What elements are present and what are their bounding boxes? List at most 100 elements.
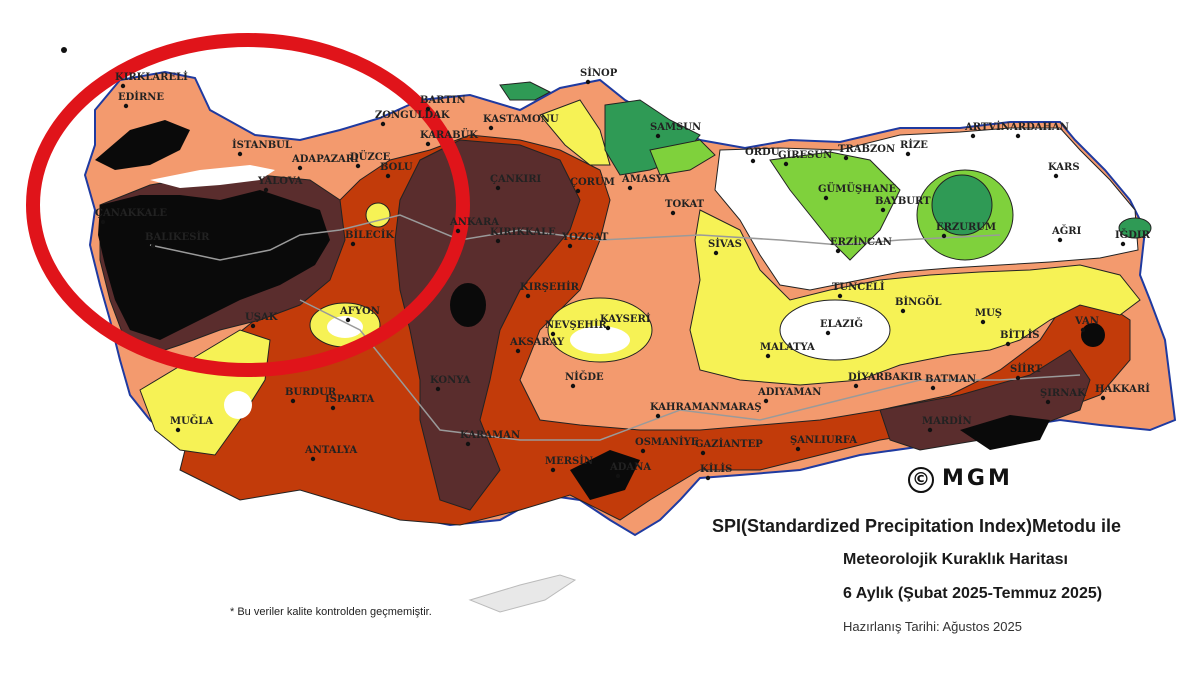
moist-zone-north [769, 151, 901, 261]
city-dot [290, 398, 296, 404]
mgm-logo: © MGM [908, 466, 1013, 493]
city-label: BİLECİK [345, 228, 394, 241]
city-dot [970, 133, 976, 139]
city-label: GİRESUN [778, 148, 832, 161]
city-label: BİNGÖL [895, 295, 942, 308]
city-dot [488, 125, 494, 131]
city-dot [263, 187, 269, 193]
city-dot [350, 241, 356, 247]
city-dot [550, 467, 556, 473]
normal-zone-west [224, 391, 252, 419]
city-label: ADAPAZARI [291, 154, 359, 165]
city-label: ERZURUM [936, 222, 996, 233]
extreme-drought-van [1081, 323, 1105, 347]
city-label: ARTVİN [964, 120, 1010, 133]
city-dot [627, 185, 633, 191]
city-label: AĞRI [1051, 225, 1082, 237]
normal-zone-kayseri [570, 326, 630, 354]
city-label: GAZİANTEP [695, 437, 763, 450]
city-label: ADIYAMAN [757, 387, 821, 398]
city-label: TRABZON [838, 144, 895, 155]
city-dot [930, 385, 936, 391]
city-dot [765, 353, 771, 359]
city-label: BOLU [380, 162, 413, 173]
city-label: DÜZCE [350, 150, 391, 163]
city-label: SİNOP [580, 66, 618, 79]
city-dot [705, 475, 711, 481]
very-moist-sinop [499, 81, 552, 101]
city-dot [700, 450, 706, 456]
city-dot [823, 195, 829, 201]
yellow-zone-north [539, 99, 611, 166]
city-dot [1015, 133, 1021, 139]
city-dot [515, 348, 521, 354]
city-label: MUŞ [975, 308, 1002, 319]
extreme-drought-south [570, 450, 640, 500]
copyright-icon: © [908, 467, 934, 493]
city-dot [1057, 237, 1063, 243]
city-dot [615, 473, 621, 479]
city-label: VAN [1074, 316, 1099, 327]
city-label: ARDAHAN [1009, 122, 1069, 133]
extreme-drought-thrace [95, 120, 190, 170]
city-dot [380, 121, 386, 127]
city-label: KASTAMONU [483, 114, 559, 125]
city-dot [345, 317, 351, 323]
city-dot [900, 308, 906, 314]
city-label: MARDİN [922, 414, 972, 427]
city-dot [750, 158, 756, 164]
city-label: YALOVA [257, 176, 303, 187]
city-label: BURDUR [285, 387, 337, 398]
city-label: ÇANKIRI [490, 174, 542, 185]
very-moist-erzurum [931, 174, 993, 236]
city-dot [825, 330, 831, 336]
city-dot [763, 398, 769, 404]
city-dot [905, 151, 911, 157]
city-label: HAKKARİ [1095, 382, 1150, 395]
city-label: ISPARTA [325, 394, 374, 405]
normal-zone-afyon [327, 316, 363, 338]
city-dot [713, 250, 719, 256]
city-dot [495, 238, 501, 244]
city-label: IĞDIR [1115, 229, 1151, 241]
city-dot [941, 233, 947, 239]
city-label: BATMAN [925, 374, 976, 385]
city-label: KONYA [430, 375, 471, 386]
city-dot [783, 161, 789, 167]
city-dot [567, 243, 573, 249]
city-label: ANKARA [449, 217, 499, 228]
map-title-line2: Meteorolojik Kuraklık Haritası [843, 551, 1068, 568]
city-label: TUNCELİ [832, 280, 885, 293]
extreme-drought-west [98, 190, 330, 340]
extreme-drought-southeast [960, 415, 1050, 450]
city-dot [980, 319, 986, 325]
city-label: BARTIN [420, 95, 466, 106]
map-title-line1: SPI(Standardized Precipitation Index)Met… [712, 516, 1122, 536]
city-dot [670, 210, 676, 216]
city-dot [880, 207, 886, 213]
city-label: ELAZIĞ [820, 318, 863, 330]
city-dot [1080, 327, 1086, 333]
city-label: RİZE [900, 138, 928, 151]
city-label: KAYSERİ [600, 312, 651, 325]
isolated-dot [61, 47, 67, 53]
city-dot [100, 219, 106, 225]
city-label: SİVAS [708, 237, 742, 250]
city-label: GÜMÜŞHANE [818, 182, 897, 195]
city-label: ÇANAKKALE [95, 208, 167, 219]
footnote: * Bu veriler kalite kontrolden geçmemişt… [230, 606, 432, 618]
city-dot [1005, 341, 1011, 347]
map-title-line3: 6 Aylık (Şubat 2025-Temmuz 2025) [843, 585, 1103, 602]
city-dot [835, 248, 841, 254]
city-dot [837, 293, 843, 299]
city-label: KİLİS [700, 462, 732, 475]
city-label: MERSİN [545, 454, 593, 467]
city-label: UŞAK [245, 312, 278, 323]
city-label: AKSARAY [509, 337, 565, 348]
city-label: BALIKESİR [145, 230, 210, 243]
yellow-zone-west [139, 329, 271, 456]
city-dot [1120, 241, 1126, 247]
city-dot [843, 155, 849, 161]
city-label: NİĞDE [565, 370, 604, 383]
